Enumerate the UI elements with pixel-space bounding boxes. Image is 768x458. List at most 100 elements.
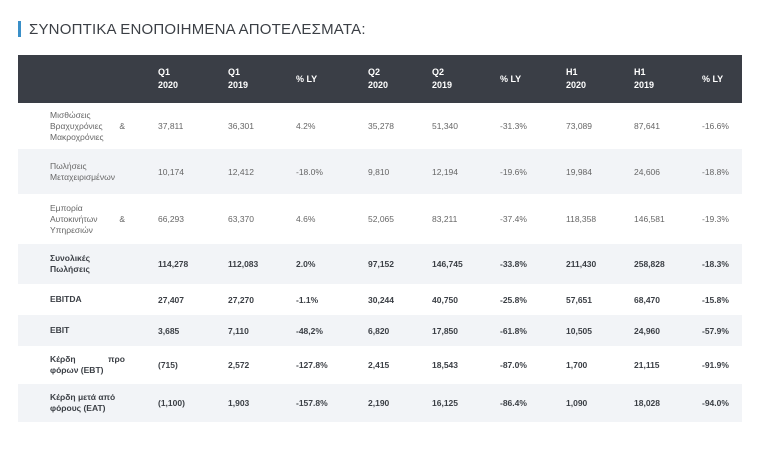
table-row: Κέρδη προ φόρων (EBT) (715) 2,572 -127.8% 2,41… xyxy=(18,346,742,384)
header-cell-line: Q1 xyxy=(228,67,241,77)
header-cell-line: % LY xyxy=(702,73,724,84)
table-cell: -86.4% xyxy=(500,398,527,408)
row-label-text: Συνολικές xyxy=(50,253,91,263)
table-cell: 2.0% xyxy=(296,259,316,269)
row-label-text: φόρων (EBT) xyxy=(50,365,104,375)
table-cell: 97,152 xyxy=(368,259,394,269)
table-row: EBIT 3,685 7,110 -48,2% 6,820 17,850 -61.8% 10,… xyxy=(18,315,742,346)
header-cell: Q1 2019 xyxy=(228,55,296,103)
row-label-text: Πωλήσεις xyxy=(50,264,90,274)
header-cell: % LY xyxy=(702,55,742,103)
table-cell: 112,083 xyxy=(228,259,259,269)
table-cell: -18.8% xyxy=(702,166,729,177)
row-label-text: & xyxy=(119,120,125,131)
row-label: Συνολικές Πωλήσεις xyxy=(18,244,158,284)
header-cell: Q2 2019 xyxy=(432,55,500,103)
table-cell: -157.8% xyxy=(296,398,328,408)
row-label: Εμπορία Αυτοκινήτων & Υπηρεσιών xyxy=(18,194,158,244)
table-cell: -19.6% xyxy=(500,166,527,177)
table-cell: 2,572 xyxy=(228,360,250,370)
table-row: Πωλήσεις Μεταχειρισμένων 10,174 12,412 -18.0… xyxy=(18,149,742,194)
header-cell-line: % LY xyxy=(296,73,318,84)
row-label-line: Πωλήσεις xyxy=(50,264,125,275)
table-row: Μισθώσεις Βραχυχρόνιες & Μακροχρόνιες 37,811… xyxy=(18,103,742,149)
header-cell-line: H1 xyxy=(566,67,578,77)
header-cell: % LY xyxy=(296,55,368,103)
header-cell: H1 2019 xyxy=(634,55,702,103)
table-cell: 2,415 xyxy=(368,360,390,370)
table-cell: 211,430 xyxy=(566,259,597,269)
row-label-line: Μισθώσεις xyxy=(50,110,125,121)
row-label-line: Υπηρεσιών xyxy=(50,225,125,236)
table-cell: 12,412 xyxy=(228,166,254,177)
table-cell: (715) xyxy=(158,360,178,370)
table-cell: 114,278 xyxy=(158,259,189,269)
row-label-text: Αυτοκινήτων xyxy=(50,213,98,224)
table-cell: -61.8% xyxy=(500,325,527,336)
table-cell: 66,293 xyxy=(158,214,184,224)
table-cell: 52,065 xyxy=(368,214,394,224)
header-cell: Q2 2020 xyxy=(368,55,432,103)
table-cell: -127.8% xyxy=(296,360,328,370)
header-cell: Q1 2020 xyxy=(158,55,228,103)
table-cell: -33.8% xyxy=(500,259,527,269)
row-label-text: Βραχυχρόνιες xyxy=(50,120,103,131)
table-cell: 146,581 xyxy=(634,214,665,224)
table-row: Κέρδη μετά από φόρους (EAT) (1,100) 1,903 -1… xyxy=(18,384,742,422)
row-label-text: Μακροχρόνιες xyxy=(50,131,104,142)
table-cell: 37,811 xyxy=(158,121,184,131)
table-cell: -19.3% xyxy=(702,214,729,224)
table-cell: -25.8% xyxy=(500,294,527,305)
row-label-line: EBIT xyxy=(50,325,125,336)
row-label-text: Πωλήσεις xyxy=(50,160,87,171)
table-cell: 83,211 xyxy=(432,214,458,224)
table-cell: -31.3% xyxy=(500,121,527,131)
table-cell: 4.6% xyxy=(296,214,316,224)
row-label-text: Μεταχειρισμένων xyxy=(50,171,115,182)
row-label-line: Εμπορία xyxy=(50,203,125,214)
row-label-text: Κέρδη xyxy=(50,354,76,364)
row-label-text: EBITDA xyxy=(50,294,82,304)
row-label-line: Αυτοκινήτων & xyxy=(50,214,125,225)
row-label-text: EBIT xyxy=(50,325,70,335)
table-cell: -87.0% xyxy=(500,360,527,370)
table-cell: 63,370 xyxy=(228,214,254,224)
table-cell: -91.9% xyxy=(702,360,729,370)
table-cell: 27,270 xyxy=(228,294,254,305)
row-label-line: φόρων (EBT) xyxy=(50,365,125,376)
table-cell: -18.3% xyxy=(702,259,729,269)
row-label: Κέρδη μετά από φόρους (EAT) xyxy=(18,384,158,422)
table-cell: 1,903 xyxy=(228,398,250,408)
table-cell: 73,089 xyxy=(566,121,592,131)
table-cell: 4.2% xyxy=(296,121,316,131)
row-label-text: Κέρδη μετά από xyxy=(50,392,116,402)
table-cell: 2,190 xyxy=(368,398,390,408)
table-cell: 40,750 xyxy=(432,294,458,305)
table-cell: 3,685 xyxy=(158,325,180,336)
table-cell: 118,358 xyxy=(566,214,597,224)
row-label-line: φόρους (EAT) xyxy=(50,403,125,414)
table-cell: 6,820 xyxy=(368,325,390,336)
table-cell: 36,301 xyxy=(228,121,254,131)
row-label-text: προ xyxy=(108,354,125,364)
row-label-line: Βραχυχρόνιες & xyxy=(50,121,125,132)
table-cell: 1,700 xyxy=(566,360,588,370)
table-cell: 9,810 xyxy=(368,166,390,177)
table-row: Εμπορία Αυτοκινήτων & Υπηρεσιών 66,293 63,370… xyxy=(18,194,742,244)
header-cell-line: 2019 xyxy=(228,80,249,90)
row-label: EBITDA xyxy=(18,284,158,315)
table-cell: -16.6% xyxy=(702,121,729,131)
row-label-line: Μακροχρόνιες xyxy=(50,132,125,143)
table-cell: 21,115 xyxy=(634,360,660,370)
results-table: Q1 2020 Q1 2019 % LY Q2 2020 Q2 2019 % LY H1 2020 H1… xyxy=(18,55,742,422)
row-label-text: & xyxy=(119,213,125,224)
row-label-line: Κέρδη προ xyxy=(50,354,125,365)
table-cell: 18,028 xyxy=(634,398,660,408)
table-cell: 24,960 xyxy=(634,325,660,336)
table-cell: -37.4% xyxy=(500,214,527,224)
row-label-text: Μισθώσεις xyxy=(50,109,91,120)
row-label-line: Μεταχειρισμένων xyxy=(50,172,125,183)
table-cell: 87,641 xyxy=(634,121,660,131)
table-cell: 35,278 xyxy=(368,121,394,131)
header-cell-line: 2020 xyxy=(368,80,389,90)
